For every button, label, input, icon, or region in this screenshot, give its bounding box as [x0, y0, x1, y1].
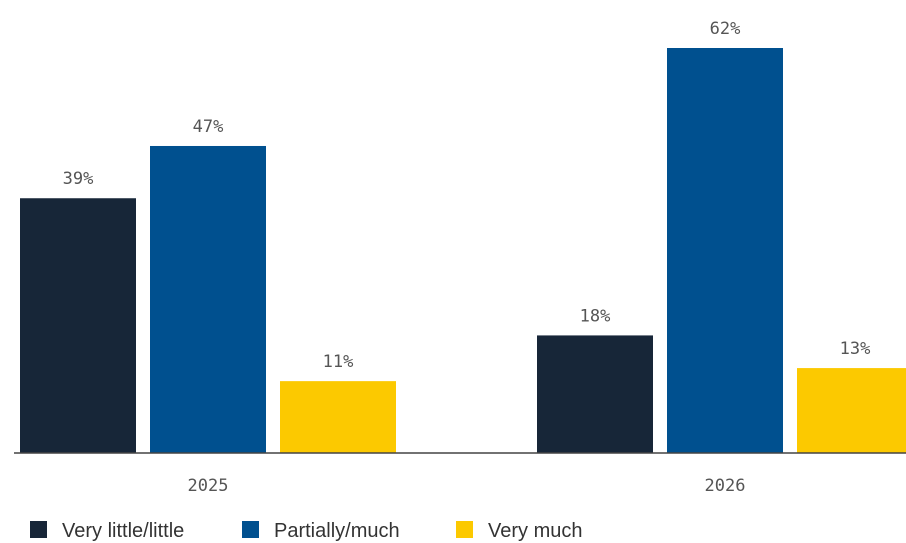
bar: [150, 145, 266, 453]
x-tick-label: 2026: [705, 476, 746, 496]
bar: [667, 48, 783, 453]
bar: [20, 198, 136, 453]
data-label: 13%: [840, 339, 871, 359]
bar: [537, 335, 653, 453]
legend-label: Very much: [488, 520, 582, 542]
legend-swatch: [30, 521, 47, 538]
x-tick-label: 2025: [188, 476, 229, 496]
data-label: 11%: [323, 352, 354, 372]
legend-swatch: [456, 521, 473, 538]
legend-label: Partially/much: [274, 520, 400, 542]
data-label: 39%: [63, 169, 94, 189]
legend-swatch: [242, 521, 259, 538]
bar: [797, 368, 906, 453]
bar: [280, 381, 396, 453]
data-label: 18%: [580, 306, 611, 326]
data-label: 47%: [193, 117, 224, 137]
data-label: 62%: [710, 19, 741, 39]
legend-label: Very little/little: [62, 520, 184, 542]
